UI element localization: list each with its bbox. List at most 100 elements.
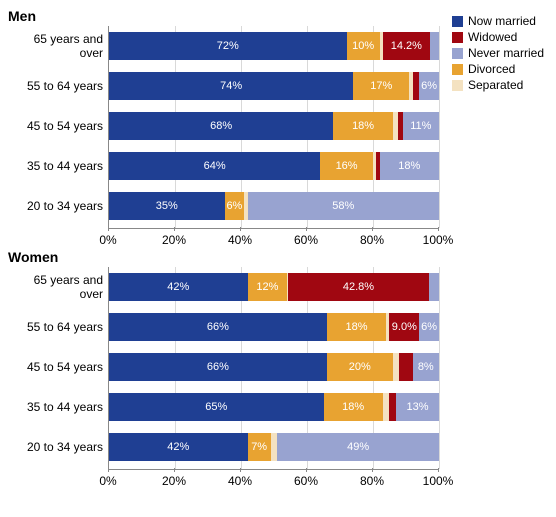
segment-value: 14.2% (391, 40, 422, 52)
bar-segment-now_married: 74% (109, 72, 353, 100)
category-label: 20 to 34 years (9, 199, 103, 213)
tick-mark (174, 227, 175, 231)
bar-segment-widowed (413, 72, 420, 100)
grid-line (439, 267, 440, 469)
segment-value: 64% (204, 160, 226, 172)
grid-line (439, 26, 440, 228)
tick-label: 60% (294, 233, 318, 247)
bar-segment-never_married: 18% (380, 152, 439, 180)
category-label: 45 to 54 years (9, 360, 103, 374)
bar-segment-divorced: 18% (324, 393, 383, 421)
bar-segment-now_married: 35% (109, 192, 225, 220)
bar-segment-never_married: 49% (277, 433, 439, 461)
bar-segment-never_married (429, 273, 439, 301)
bar-row: 45 to 54 years68%18%11% (109, 112, 439, 140)
bar-segment-separated (383, 393, 390, 421)
bar-segment-divorced: 18% (327, 313, 386, 341)
x-axis: 0%20%40%60%80%100% (108, 229, 438, 249)
x-axis: 0%20%40%60%80%100% (108, 470, 438, 490)
segment-value: 65% (205, 401, 227, 413)
category-label: 35 to 44 years (9, 400, 103, 414)
legend-swatch (452, 16, 463, 27)
bar-segment-now_married: 72% (109, 32, 347, 60)
category-label: 65 years and over (9, 32, 103, 60)
segment-value: 18% (345, 321, 367, 333)
bar-segment-divorced: 16% (320, 152, 373, 180)
segment-value: 20% (349, 361, 371, 373)
bar-row: 35 to 44 years65%18%13% (109, 393, 439, 421)
bar-segment-now_married: 66% (109, 313, 327, 341)
bar-segment-divorced: 17% (353, 72, 409, 100)
bar-row: 35 to 44 years64%16%18% (109, 152, 439, 180)
tick-mark (306, 227, 307, 231)
bar-segment-divorced: 6% (225, 192, 245, 220)
tick-label: 40% (228, 474, 252, 488)
bar-segment-never_married: 58% (248, 192, 439, 220)
category-label: 55 to 64 years (9, 79, 103, 93)
bar-row: 65 years and over42%12%42.8% (109, 273, 439, 301)
tick-label: 40% (228, 233, 252, 247)
bar-segment-now_married: 66% (109, 353, 327, 381)
segment-value: 8% (418, 361, 434, 373)
tick-mark (438, 227, 439, 231)
bar-segment-never_married: 6% (419, 313, 439, 341)
segment-value: 42% (167, 281, 189, 293)
category-label: 55 to 64 years (9, 320, 103, 334)
bar-segment-separated (393, 353, 400, 381)
category-label: 45 to 54 years (9, 119, 103, 133)
category-label: 20 to 34 years (9, 440, 103, 454)
bar-segment-widowed: 14.2% (383, 32, 430, 60)
bar-segment-now_married: 64% (109, 152, 320, 180)
bar-segment-divorced: 12% (248, 273, 288, 301)
bar-segment-now_married: 65% (109, 393, 324, 421)
tick-label: 0% (99, 233, 116, 247)
bar-segment-widowed (389, 393, 396, 421)
bar-segment-never_married (430, 32, 439, 60)
segment-value: 10% (352, 40, 374, 52)
chart-container: Now marriedWidowedNever marriedDivorcedS… (8, 8, 548, 490)
segment-value: 9.0% (392, 321, 417, 333)
tick-label: 20% (162, 474, 186, 488)
bar-segment-never_married: 11% (403, 112, 439, 140)
bar-row: 55 to 64 years74%17%6% (109, 72, 439, 100)
segment-value: 6% (226, 200, 242, 212)
segment-value: 42% (167, 441, 189, 453)
plot-area: 65 years and over72%10%14.2%55 to 64 yea… (108, 26, 439, 229)
bar-row: 20 to 34 years42%7%49% (109, 433, 439, 461)
panel-title: Women (8, 249, 548, 265)
bar-segment-divorced: 18% (333, 112, 392, 140)
segment-value: 66% (207, 361, 229, 373)
segment-value: 13% (407, 401, 429, 413)
bar-segment-never_married: 6% (419, 72, 439, 100)
segment-value: 66% (207, 321, 229, 333)
tick-label: 80% (360, 474, 384, 488)
panels: Men65 years and over72%10%14.2%55 to 64 … (8, 8, 548, 490)
segment-value: 49% (347, 441, 369, 453)
tick-mark (174, 468, 175, 472)
bar-row: 20 to 34 years35%6%58% (109, 192, 439, 220)
bar-segment-now_married: 42% (109, 433, 248, 461)
bar-row: 45 to 54 years66%20%8% (109, 353, 439, 381)
segment-value: 74% (220, 80, 242, 92)
segment-value: 68% (210, 120, 232, 132)
chart-panel: 65 years and over42%12%42.8%55 to 64 yea… (8, 267, 548, 490)
category-label: 35 to 44 years (9, 159, 103, 173)
segment-value: 12% (256, 281, 278, 293)
bar-segment-divorced: 7% (248, 433, 271, 461)
tick-mark (372, 468, 373, 472)
bar-segment-never_married: 8% (413, 353, 439, 381)
segment-value: 18% (342, 401, 364, 413)
category-label: 65 years and over (9, 273, 103, 301)
segment-value: 72% (217, 40, 239, 52)
bar-segment-divorced: 10% (347, 32, 380, 60)
tick-mark (240, 227, 241, 231)
bar-segment-widowed: 9.0% (389, 313, 419, 341)
segment-value: 58% (332, 200, 354, 212)
bar-row: 55 to 64 years66%18%9.0%6% (109, 313, 439, 341)
segment-value: 6% (421, 80, 437, 92)
bar-segment-never_married: 13% (396, 393, 439, 421)
segment-value: 7% (251, 441, 267, 453)
bar-segment-divorced: 20% (327, 353, 393, 381)
segment-value: 6% (421, 321, 437, 333)
tick-mark (240, 468, 241, 472)
